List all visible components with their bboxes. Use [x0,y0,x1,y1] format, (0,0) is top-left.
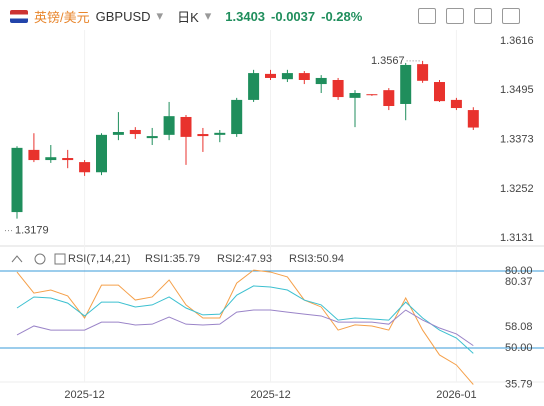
tool-icon[interactable] [446,8,464,24]
price: 1.3403 [225,8,266,24]
candle-body [383,90,395,107]
candle-body [214,132,226,135]
x-tick-label: 2025-12 [64,389,104,401]
candle-body [281,73,293,80]
candle-body [11,147,23,213]
y-axis-mark: 58.08 [505,321,533,333]
candle-body [467,110,479,128]
dropdown[interactable]: ▾ [156,8,164,23]
y-axis-mark: 35.79 [505,378,533,390]
grid-icon [54,253,66,265]
flag-icon [10,9,28,23]
candle-body [112,132,124,135]
period[interactable]: 日K [177,9,199,25]
candle-body [197,134,209,137]
symbol[interactable]: GBPUSD [95,8,151,24]
candle-body [146,136,158,139]
rsi-line [16,269,474,385]
x-tick-label: 2026-01 [436,389,476,401]
change: -0.0037 [271,8,316,24]
tool-icon[interactable] [418,8,436,24]
dropdown[interactable]: ▾ [204,8,212,23]
rsi-line [16,309,474,347]
y-tick-label: 50.00 [505,342,533,354]
candle-body [315,77,327,85]
tool-icon[interactable] [474,8,492,24]
y-tick-label: 1.3495 [500,84,534,96]
candle-body [129,129,141,135]
candle-body [417,64,429,81]
candle-body [434,82,445,102]
y-tick-label: 1.3131 [500,232,534,244]
candle-body [248,73,260,100]
y-tick-label: 80.00 [505,265,533,277]
candle-body [265,73,276,78]
candle-body [298,73,310,80]
legend-label: RSI1:35.79 [145,253,200,265]
tool-icon[interactable] [502,8,520,24]
candle-body [62,158,74,161]
change-pct: -0.28% [321,8,363,24]
candle-body [45,157,57,161]
y-tick-label: 1.3373 [500,134,534,146]
candle-body [400,64,412,104]
x-tick-label: 2025-12 [250,389,290,401]
candle-body [180,116,192,137]
candle-body [28,149,40,161]
collapse-icon [11,255,23,263]
y-tick-label: 1.3616 [500,35,534,47]
y-tick-label: 1.3252 [500,183,534,195]
annotation: 1.3179 [15,224,49,236]
candle-body [231,99,243,135]
candle-body [96,134,107,173]
header: 英镑/美元 GBPUSD ▾ 日K ▾ 1.3403 -0.0037 -0.28… [0,0,544,32]
candle-body [349,92,361,98]
annotation: 1.3567 [371,55,405,67]
y-axis-mark: 80.37 [505,276,533,288]
rsi-line [16,285,474,354]
candle-body [366,94,378,96]
legend-label: RSI2:47.93 [217,253,272,265]
candle-body [79,162,91,173]
legend-label: RSI3:50.94 [289,253,344,265]
indicator-title: RSI(7,14,21) [68,253,130,265]
candle-body [450,99,462,109]
candle-body [163,116,175,135]
pair-name[interactable]: 英镑/美元 [34,9,90,25]
settings-icon[interactable] [34,253,46,265]
candle-body [332,79,344,98]
